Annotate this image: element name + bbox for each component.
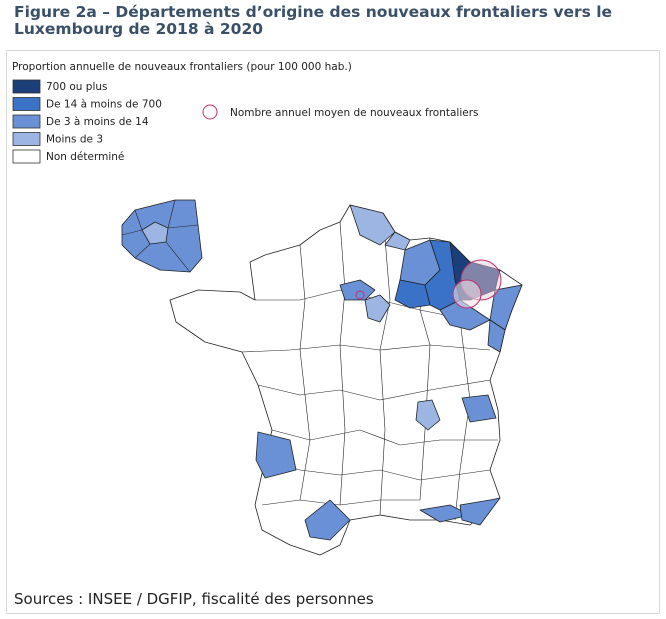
department-lowest xyxy=(364,294,391,323)
legend-swatch xyxy=(12,79,41,94)
legend-swatch xyxy=(12,114,41,129)
department-mid xyxy=(487,319,506,353)
source: Sources : INSEE / DGFIP, fiscalité des p… xyxy=(14,590,374,608)
department-lowest xyxy=(349,204,396,246)
legend: 700 ou plus De 14 à moins de 700 De 3 à mo… xyxy=(12,79,162,164)
paris-inset-center xyxy=(141,221,169,245)
department-mid xyxy=(255,431,297,479)
legend-label: De 14 à moins de 700 xyxy=(46,99,162,111)
department-mid xyxy=(304,499,351,541)
department-high xyxy=(394,279,431,309)
department-mid xyxy=(489,284,523,331)
legend-title: Proportion annuelle de nouveaux frontali… xyxy=(12,61,352,73)
figure-title: Figure 2a – Départements d’origine des n… xyxy=(14,3,613,38)
legend-label: 700 ou plus xyxy=(46,81,108,93)
legend-swatch xyxy=(12,132,41,146)
map-frame xyxy=(6,50,660,614)
paris-inset-borders xyxy=(121,199,199,273)
circle-legend-symbol xyxy=(202,104,218,120)
legend-label: De 3 à moins de 14 xyxy=(46,116,149,128)
legend-swatch xyxy=(12,149,41,164)
circle xyxy=(355,290,365,300)
france-outline xyxy=(169,204,523,556)
department-mid xyxy=(461,394,497,423)
department-mid xyxy=(339,279,376,301)
department-mid xyxy=(459,497,501,526)
circle xyxy=(452,279,482,309)
legend-label: Non déterminé xyxy=(46,151,124,163)
circle-legend-label: Nombre annuel moyen de nouveaux frontali… xyxy=(230,107,479,119)
department-lowest xyxy=(415,399,441,431)
legend-label: Moins de 3 xyxy=(46,134,103,146)
legend-swatch xyxy=(12,97,41,111)
